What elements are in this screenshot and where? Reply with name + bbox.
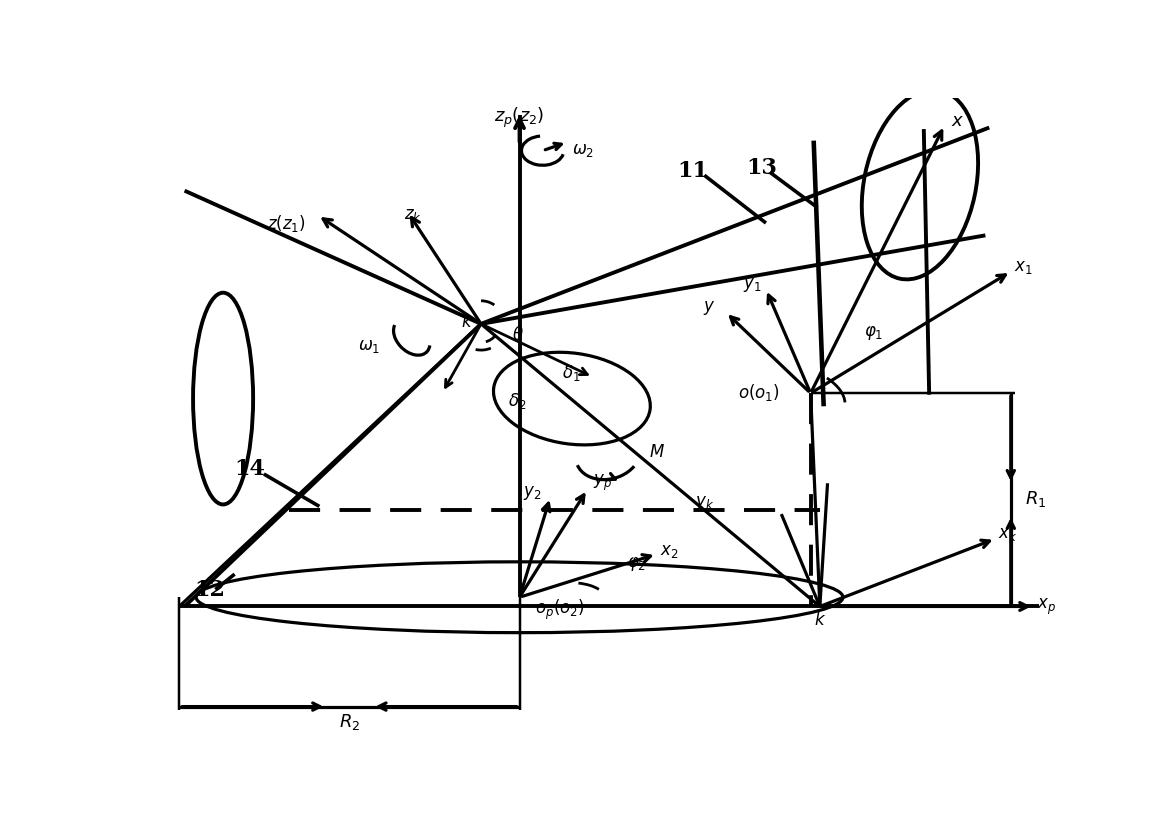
- Text: $y_1$: $y_1$: [743, 276, 762, 294]
- Text: $o_p(o_2)$: $o_p(o_2)$: [535, 598, 584, 622]
- Text: $z_p(z_2)$: $z_p(z_2)$: [494, 106, 544, 129]
- Text: $\omega_2$: $\omega_2$: [572, 143, 594, 159]
- Text: $y_k$: $y_k$: [695, 494, 714, 512]
- Text: $k$: $k$: [814, 611, 826, 629]
- Text: 14: 14: [234, 459, 266, 481]
- Text: $\theta$: $\theta$: [512, 327, 523, 345]
- Text: $\delta_1$: $\delta_1$: [562, 363, 581, 383]
- Text: $\omega_1$: $\omega_1$: [359, 337, 381, 355]
- Text: $x$: $x$: [950, 112, 964, 130]
- Text: $z_k$: $z_k$: [405, 207, 422, 224]
- Text: $x_2$: $x_2$: [660, 542, 679, 559]
- Text: $R_1$: $R_1$: [1024, 490, 1045, 509]
- Text: 11: 11: [677, 161, 708, 183]
- Text: $\delta_2$: $\delta_2$: [508, 391, 527, 411]
- Text: $x_1$: $x_1$: [1014, 259, 1033, 276]
- Text: $\varphi_2$: $\varphi_2$: [627, 555, 647, 573]
- Text: $y_2$: $y_2$: [522, 483, 541, 501]
- Text: 12: 12: [194, 578, 226, 600]
- Text: 13: 13: [747, 156, 777, 179]
- Text: $y$: $y$: [703, 299, 716, 317]
- Text: $x_p$: $x_p$: [1037, 596, 1056, 617]
- Text: $x_k$: $x_k$: [998, 526, 1018, 543]
- Text: $y_p$: $y_p$: [593, 473, 612, 493]
- Text: $k$: $k$: [461, 313, 473, 331]
- Text: $R_2$: $R_2$: [339, 712, 360, 732]
- Text: $o(o_1)$: $o(o_1)$: [739, 382, 780, 403]
- Text: $\varphi_1$: $\varphi_1$: [864, 324, 884, 342]
- Text: $z(z_1)$: $z(z_1)$: [267, 212, 306, 233]
- Text: $M$: $M$: [649, 444, 664, 461]
